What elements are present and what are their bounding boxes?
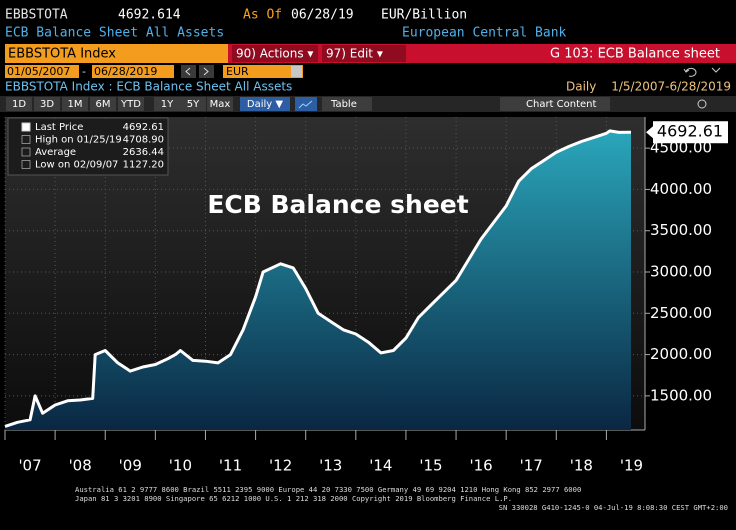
- chart-type-icon: [298, 100, 313, 109]
- nav-arrow: [185, 67, 191, 76]
- legend-value: 4708.90: [123, 135, 164, 146]
- y-tick-label: 3500.00: [650, 221, 712, 239]
- tab-label: 5Y: [187, 99, 200, 110]
- legend-name: Low on 02/09/07: [35, 160, 118, 171]
- date-range: 1/5/2007-6/28/2019: [611, 80, 731, 94]
- x-tick-label: '08: [69, 457, 92, 475]
- x-tick-label: '18: [570, 457, 593, 475]
- frequency: Daily: [566, 80, 596, 94]
- x-tick-label: '16: [470, 457, 493, 475]
- chart-type-button[interactable]: [295, 97, 317, 111]
- table-button[interactable]: [322, 97, 372, 111]
- tab-label: 3D: [40, 99, 54, 110]
- chart-content-label: Chart Content: [526, 99, 597, 110]
- x-tick-label: '07: [18, 457, 41, 475]
- tab-label: 1M: [68, 99, 83, 110]
- y-tick-label: 1500.00: [650, 386, 712, 404]
- table-label: Table: [330, 99, 357, 110]
- nav-arrow-button[interactable]: [199, 65, 214, 78]
- y-tick-label: 2500.00: [650, 304, 712, 322]
- legend-box: [7, 117, 169, 176]
- legend-icon: [21, 122, 31, 132]
- tab-label: YTD: [120, 99, 141, 110]
- tab[interactable]: [180, 97, 206, 111]
- x-tick-label: '19: [620, 457, 643, 475]
- last-price-box: [653, 121, 728, 144]
- tab-label: Daily ▼: [247, 99, 283, 110]
- start-date-field[interactable]: [5, 65, 79, 78]
- as-of-label: As Of: [243, 8, 282, 23]
- tab[interactable]: [207, 97, 233, 111]
- description: ECB Balance Sheet All Assets: [5, 26, 224, 41]
- last-price-pointer: [646, 126, 653, 139]
- legend-name: Last Price: [35, 122, 83, 133]
- legend-icon: [21, 147, 31, 157]
- tab-label: 6M: [96, 99, 111, 110]
- x-tick-label: '10: [169, 457, 192, 475]
- footer-line: SN 330028 G410-1245-0 04-Jul-19 8:08:30 …: [499, 503, 728, 512]
- ticker: EBBSTOTA: [5, 8, 68, 23]
- legend-name: High on 01/25/19: [35, 135, 122, 146]
- dropdown: [291, 66, 302, 77]
- end-date: 06/28/2019: [94, 65, 157, 78]
- tab[interactable]: [154, 97, 180, 111]
- legend-icon: [21, 135, 31, 144]
- tab[interactable]: [90, 97, 116, 111]
- last-price-label: 4692.61: [657, 122, 723, 141]
- x-tick-label: '14: [369, 457, 392, 475]
- tab-label: 1D: [12, 99, 26, 110]
- legend-name: Average: [35, 147, 76, 158]
- tab[interactable]: [6, 97, 32, 111]
- legend-icon: [21, 160, 31, 169]
- icon-down[interactable]: [711, 67, 721, 73]
- function-name: G 103: ECB Balance sheet: [550, 47, 720, 62]
- tab[interactable]: [240, 97, 290, 111]
- x-tick-label: '09: [119, 457, 142, 475]
- as-of-date: 06/28/19: [291, 8, 354, 23]
- currency: EUR: [226, 65, 249, 78]
- y-tick-label: 4000.00: [650, 180, 712, 198]
- x-tick-label: '17: [520, 457, 543, 475]
- footer-line: Japan 81 3 3201 8900 Singapore 65 6212 1…: [75, 494, 512, 503]
- settings-icon[interactable]: [697, 99, 707, 109]
- legend-value: 1127.20: [123, 160, 164, 171]
- legend-value: 2636.44: [123, 147, 164, 158]
- area-fill: [5, 130, 631, 430]
- source: European Central Bank: [402, 26, 567, 41]
- units: EUR/Billion: [381, 8, 467, 23]
- actions-label: 90) Actions ▾: [236, 47, 313, 61]
- x-tick-label: '11: [219, 457, 242, 475]
- tab[interactable]: [118, 97, 144, 111]
- edit-button[interactable]: [322, 45, 406, 62]
- chart-title: ECB Balance sheet: [207, 190, 468, 219]
- tab[interactable]: [62, 97, 88, 111]
- end-date-field[interactable]: [92, 65, 174, 78]
- security: EBBSTOTA Index: [8, 47, 116, 62]
- date-separator: -: [82, 65, 86, 78]
- tab-label: 1Y: [161, 99, 174, 110]
- nav-arrow-button[interactable]: [181, 65, 196, 78]
- actions-button[interactable]: [232, 45, 318, 62]
- axis-background: [645, 117, 736, 430]
- tab-label: Max: [210, 99, 231, 110]
- legend-value: 4692.61: [123, 122, 164, 133]
- x-tick-label: '12: [269, 457, 292, 475]
- price: 4692.614: [118, 8, 181, 23]
- y-tick-label: 2000.00: [650, 345, 712, 363]
- tab[interactable]: [34, 97, 60, 111]
- start-date: 01/05/2007: [7, 65, 70, 78]
- x-tick-label: '13: [319, 457, 342, 475]
- security-line: EBBSTOTA Index : ECB Balance Sheet All A…: [5, 80, 292, 94]
- edit-label: 97) Edit ▾: [326, 47, 383, 61]
- security-field[interactable]: [5, 44, 228, 63]
- chart-content-button[interactable]: [500, 97, 610, 111]
- y-tick-label: 3000.00: [650, 263, 712, 281]
- nav-arrow: [203, 67, 209, 76]
- footer-line: Australia 61 2 9777 8600 Brazil 5511 239…: [75, 485, 581, 494]
- currency-field[interactable]: [223, 65, 303, 78]
- price-line: [4, 129, 632, 428]
- x-tick-label: '15: [419, 457, 442, 475]
- icon-undo[interactable]: [683, 67, 697, 77]
